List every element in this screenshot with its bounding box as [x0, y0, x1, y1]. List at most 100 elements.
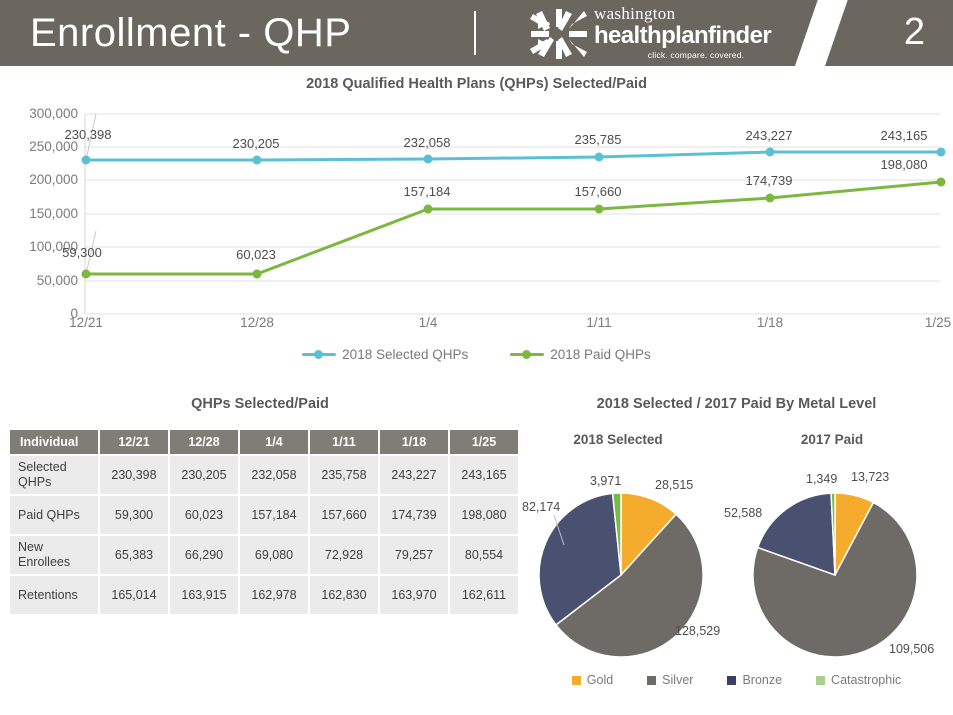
pie-label-catastrophic-2018: 3,971 — [590, 474, 622, 488]
metal-level-pies-section: 2018 Selected / 2017 Paid By Metal Level… — [520, 390, 953, 715]
table-col-header: 1/4 — [240, 430, 308, 454]
data-label-selected: 243,227 — [745, 128, 793, 143]
pie-label-bronze-2018: 82,174 — [522, 500, 561, 514]
line-chart-title: 2018 Qualified Health Plans (QHPs) Selec… — [306, 76, 647, 92]
table-cell: 80,554 — [450, 536, 518, 574]
legend-swatch-icon — [302, 349, 337, 360]
table-cell: 230,205 — [170, 456, 238, 494]
legend-swatch-icon — [571, 675, 581, 685]
legend-label: Gold — [586, 673, 614, 687]
qhp-table: Individual 12/21 12/28 1/4 1/11 1/18 1/2… — [8, 428, 520, 616]
line-chart: 2018 Qualified Health Plans (QHPs) Selec… — [0, 66, 953, 376]
data-label-paid: 59,300 — [62, 245, 102, 260]
table-cell: 60,023 — [170, 496, 238, 534]
series-points-paid — [81, 177, 946, 279]
x-tick-label: 1/11 — [586, 315, 612, 330]
table-title: QHPs Selected/Paid — [191, 396, 329, 412]
table-cell: 163,970 — [380, 576, 448, 614]
y-tick-label: 50,000 — [36, 273, 78, 288]
legend-item-selected[interactable]: 2018 Selected QHPs — [302, 347, 468, 362]
table-cell: 162,830 — [310, 576, 378, 614]
y-tick-label: 150,000 — [29, 206, 78, 221]
pie-slice-bronze — [538, 492, 622, 626]
table-col-header: 1/25 — [450, 430, 518, 454]
legend-swatch-icon — [510, 349, 545, 360]
pie-subtitle-2017-paid: 2017 Paid — [800, 432, 864, 447]
table-cell: 66,290 — [170, 536, 238, 574]
data-label-paid: 157,184 — [403, 184, 451, 199]
legend-swatch-icon — [647, 675, 657, 685]
table-cell: 243,165 — [450, 456, 518, 494]
table-col-header: Individual — [10, 430, 98, 454]
table-header-row: Individual 12/21 12/28 1/4 1/11 1/18 1/2… — [10, 430, 518, 454]
table-col-header: 1/18 — [380, 430, 448, 454]
header-slash-decoration — [792, 0, 850, 66]
x-tick-label: 12/21 — [69, 315, 103, 330]
table-col-header: 1/11 — [310, 430, 378, 454]
page-title: Enrollment - QHP — [30, 11, 352, 55]
legend-swatch-icon — [727, 675, 737, 685]
pie-2018-selected — [538, 492, 704, 658]
pie-slice-silver — [554, 513, 704, 658]
table-cell: 157,184 — [240, 496, 308, 534]
table-row: Retentions 165,014 163,915 162,978 162,8… — [10, 576, 518, 614]
legend-label: Catastrophic — [831, 673, 902, 687]
table-row: New Enrollees 65,383 66,290 69,080 72,92… — [10, 536, 518, 574]
pies-legend: Gold Silver Bronze Catastrophic — [520, 673, 953, 687]
table-cell: 72,928 — [310, 536, 378, 574]
table-cell: 157,660 — [310, 496, 378, 534]
line-chart-canvas — [81, 113, 946, 315]
brand-logo: washington healthplanfinder click. compa… — [528, 5, 798, 63]
logo-line-healthplanfinder: healthplanfinder — [594, 22, 772, 49]
table-row-label: Retentions — [10, 576, 98, 614]
table-cell: 162,611 — [450, 576, 518, 614]
y-tick-label: 200,000 — [29, 172, 78, 187]
legend-swatch-icon — [816, 675, 826, 685]
line-chart-legend: 2018 Selected QHPs 2018 Paid QHPs — [0, 347, 953, 362]
qhp-table-section: QHPs Selected/Paid Individual 12/21 12/2… — [0, 390, 520, 715]
pies-title: 2018 Selected / 2017 Paid By Metal Level — [596, 396, 877, 412]
pie-label-bronze-2017: 52,588 — [724, 506, 763, 520]
legend-label: Silver — [662, 673, 694, 687]
pie-slice-silver — [752, 501, 918, 658]
table-cell: 65,383 — [100, 536, 168, 574]
slide-header: Enrollment - QHP washington — [0, 0, 953, 66]
pie-slice-gold — [620, 492, 678, 577]
data-label-paid: 174,739 — [745, 173, 793, 188]
table-cell: 232,058 — [240, 456, 308, 494]
pie-label-gold-2017: 13,723 — [851, 470, 890, 484]
table-cell: 243,227 — [380, 456, 448, 494]
data-label-paid: 198,080 — [880, 157, 928, 172]
logo-line-washington: washington — [594, 4, 676, 23]
x-tick-label: 12/28 — [240, 315, 274, 330]
legend-label: 2018 Selected QHPs — [342, 347, 469, 362]
series-points-selected — [81, 147, 946, 165]
y-tick-label: 300,000 — [29, 106, 78, 121]
table-cell: 163,915 — [170, 576, 238, 614]
table-cell: 165,014 — [100, 576, 168, 614]
legend-item-catastrophic[interactable]: Catastrophic — [816, 673, 901, 687]
y-tick-label: 100,000 — [29, 239, 78, 254]
pie-subtitle-2018-selected: 2018 Selected — [573, 432, 663, 447]
legend-item-silver[interactable]: Silver — [647, 673, 693, 687]
slide-number: 2 — [903, 11, 925, 53]
legend-item-paid[interactable]: 2018 Paid QHPs — [510, 347, 651, 362]
pie-slice-catastrophic — [611, 492, 622, 576]
legend-item-bronze[interactable]: Bronze — [727, 673, 782, 687]
table-cell: 235,758 — [310, 456, 378, 494]
y-tick-label: 0 — [70, 306, 78, 321]
table-cell: 79,257 — [380, 536, 448, 574]
logo-tagline: click. compare. covered. — [647, 50, 745, 60]
legend-item-gold[interactable]: Gold — [571, 673, 614, 687]
legend-label: Bronze — [742, 673, 783, 687]
table-cell: 230,398 — [100, 456, 168, 494]
series-line-selected — [86, 150, 941, 162]
data-label-paid: 157,660 — [574, 184, 622, 199]
asterisk-logo-icon — [530, 9, 587, 59]
table-cell: 198,080 — [450, 496, 518, 534]
table-row-label: New Enrollees — [10, 536, 98, 574]
pie-slice-bronze — [756, 492, 836, 577]
table-cell: 59,300 — [100, 496, 168, 534]
data-label-selected: 235,785 — [574, 132, 622, 147]
table-row-label: Paid QHPs — [10, 496, 98, 534]
